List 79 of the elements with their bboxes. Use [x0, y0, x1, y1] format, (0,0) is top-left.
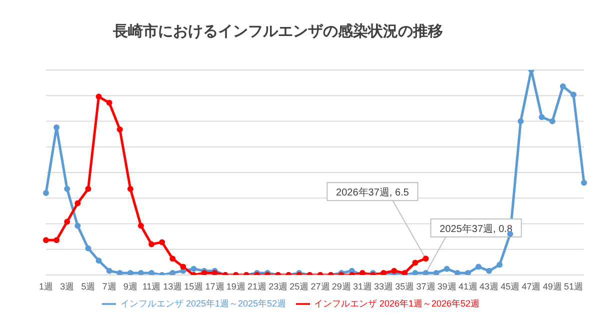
point — [116, 126, 123, 132]
point — [85, 186, 92, 192]
x-tick-label: 7週 — [102, 281, 116, 292]
x-tick-label: 31週 — [352, 281, 372, 292]
x-tick-label: 45週 — [500, 281, 520, 292]
point — [96, 258, 102, 264]
point — [422, 256, 429, 262]
point — [170, 256, 176, 262]
chart-title: 長崎市におけるインフルエンザの感染状況の推移 — [112, 22, 444, 41]
point — [402, 270, 408, 275]
point — [116, 270, 123, 275]
x-tick-label: 33週 — [374, 281, 394, 292]
point — [190, 266, 197, 272]
point — [422, 270, 429, 275]
x-tick-label: 29週 — [332, 281, 351, 292]
point — [54, 237, 60, 244]
point — [138, 222, 144, 229]
point — [106, 268, 112, 274]
point — [464, 270, 471, 275]
x-tick-label: 23週 — [268, 281, 288, 292]
point — [518, 118, 524, 124]
point — [560, 83, 566, 90]
point — [127, 186, 134, 192]
point — [496, 262, 503, 268]
point — [64, 186, 70, 192]
point — [180, 264, 186, 270]
point — [549, 118, 556, 124]
annotation: 2026年37週, 6.5 — [336, 186, 410, 199]
x-tick-label: 17週 — [205, 281, 224, 292]
x-tick-label: 21週 — [247, 281, 266, 292]
x-tick-label: 39週 — [437, 281, 456, 292]
point — [74, 200, 81, 206]
point — [581, 180, 587, 186]
point — [138, 270, 144, 275]
x-tick-label: 5週 — [81, 281, 96, 292]
point — [170, 270, 176, 275]
point — [538, 114, 545, 120]
point — [412, 270, 418, 275]
x-tick-label: 35週 — [395, 281, 414, 292]
x-tick-label: 27週 — [310, 281, 330, 292]
point — [54, 124, 60, 130]
x-tick-label: 3週 — [60, 281, 74, 292]
point — [444, 266, 450, 272]
point — [106, 100, 112, 106]
callout: 2026年37週, 6.5 — [326, 182, 426, 260]
x-tick-label: 43週 — [480, 281, 499, 292]
x-tick-label: 51週 — [564, 281, 583, 292]
legend-label: インフルエンザ 2026年1週～2026年52週 — [314, 298, 480, 308]
point — [486, 268, 492, 274]
x-tick-label: 19週 — [226, 281, 246, 292]
point — [127, 270, 134, 275]
x-tick-label: 15週 — [184, 281, 204, 292]
x-tick-label: 9週 — [123, 281, 138, 292]
point — [96, 94, 102, 100]
x-tick-label: 37週 — [416, 281, 436, 292]
x-tick-label: 25週 — [290, 281, 309, 292]
annotation: 2025年37週, 0.8 — [440, 222, 513, 235]
point — [159, 239, 166, 246]
point — [412, 260, 418, 266]
x-tick-label: 13週 — [163, 281, 182, 292]
point — [43, 237, 49, 244]
x-tick-label: 1週 — [38, 281, 54, 292]
point — [433, 270, 440, 275]
point — [43, 190, 49, 196]
point — [148, 241, 154, 248]
legend-label: インフルエンザ 2025年1週～2025年52週 — [120, 298, 286, 308]
point — [74, 222, 81, 229]
x-tick-label: 49週 — [542, 281, 562, 292]
point — [570, 92, 576, 98]
point — [359, 270, 366, 275]
point — [85, 245, 92, 252]
point — [64, 218, 70, 225]
point — [148, 270, 154, 275]
point — [476, 264, 482, 270]
x-tick-label: 11週 — [142, 281, 161, 292]
x-tick-label: 47週 — [522, 281, 541, 292]
x-tick-label: 41週 — [458, 281, 478, 292]
point — [454, 270, 460, 275]
point — [380, 270, 387, 275]
